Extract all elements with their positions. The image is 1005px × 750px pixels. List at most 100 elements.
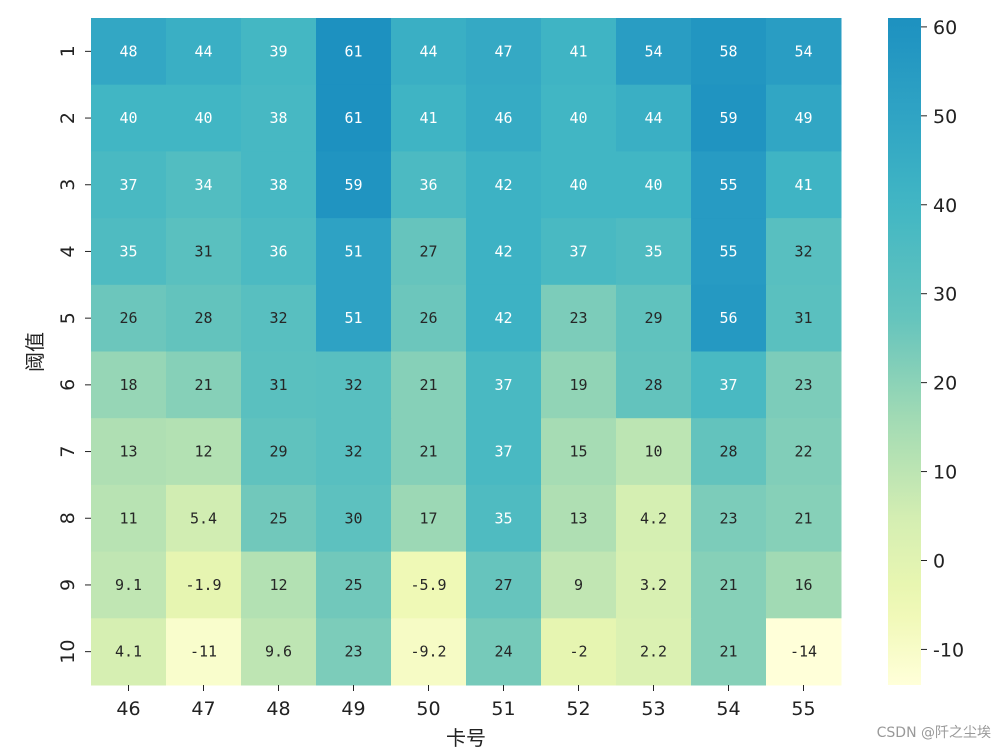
heatmap-cell xyxy=(766,618,842,686)
heatmap-cell xyxy=(766,284,842,352)
heatmap-cell xyxy=(166,351,242,419)
heatmap-cell-label: 61 xyxy=(344,109,362,127)
heatmap-cell xyxy=(316,551,392,619)
heatmap-cell-label: 25 xyxy=(344,576,362,594)
heatmap-cell xyxy=(91,284,167,352)
heatmap-cell-label: 59 xyxy=(344,176,362,194)
colorbar-tick-label: 0 xyxy=(933,550,945,572)
heatmap-cell xyxy=(691,18,767,86)
heatmap-cell xyxy=(391,284,467,352)
heatmap-cell-label: 40 xyxy=(194,109,212,127)
heatmap-cell xyxy=(241,84,317,152)
heatmap-cell-label: 36 xyxy=(269,242,287,260)
heatmap-cell xyxy=(241,151,317,219)
heatmap-cell xyxy=(91,151,167,219)
heatmap-cell xyxy=(466,551,542,619)
heatmap-cell xyxy=(691,284,767,352)
heatmap-cell xyxy=(541,218,617,286)
heatmap-cell xyxy=(616,218,692,286)
heatmap-cell-label: 44 xyxy=(419,42,437,60)
heatmap-cell xyxy=(541,484,617,553)
heatmap-cell-label: 23 xyxy=(569,309,587,327)
heatmap-cell xyxy=(391,218,467,286)
heatmap-cell xyxy=(391,618,467,686)
heatmap-cell-label: 21 xyxy=(719,576,737,594)
heatmap-cell-label: 51 xyxy=(344,309,362,327)
heatmap-cell xyxy=(616,351,692,419)
heatmap-cell xyxy=(466,18,542,86)
heatmap-cell xyxy=(541,151,617,219)
heatmap-cell xyxy=(541,18,617,86)
heatmap-cell xyxy=(166,551,242,619)
heatmap-cell xyxy=(91,551,167,619)
heatmap-cell-label: 23 xyxy=(794,376,812,394)
heatmap-cells xyxy=(91,18,842,686)
heatmap-cell xyxy=(691,551,767,619)
heatmap-cell-label: 4.1 xyxy=(115,643,142,661)
heatmap-cell-label: -2 xyxy=(569,643,587,661)
heatmap-cell xyxy=(616,418,692,486)
heatmap-cell xyxy=(166,418,242,486)
heatmap-cell-label: 40 xyxy=(569,109,587,127)
heatmap-cell-label: 3.2 xyxy=(640,576,667,594)
heatmap-cell-label: 29 xyxy=(269,443,287,461)
heatmap-cell xyxy=(691,351,767,419)
heatmap-cell xyxy=(241,351,317,419)
heatmap-cell-label: 28 xyxy=(719,443,737,461)
colorbar-tick-label: 20 xyxy=(933,373,957,395)
heatmap-cell xyxy=(316,151,392,219)
heatmap-cell-label: 42 xyxy=(494,242,512,260)
heatmap-cell-label: -11 xyxy=(190,643,217,661)
heatmap-cell xyxy=(166,18,242,86)
heatmap-cell xyxy=(466,284,542,352)
heatmap-cell xyxy=(466,151,542,219)
heatmap-cell-label: 48 xyxy=(119,42,137,60)
y-tick-label: 9 xyxy=(57,579,79,591)
heatmap-cell-label: 54 xyxy=(794,42,812,60)
heatmap-cell xyxy=(241,618,317,686)
heatmap-cell xyxy=(766,151,842,219)
x-tick-label: 52 xyxy=(566,698,590,720)
heatmap-cell-label: 18 xyxy=(119,376,137,394)
heatmap-cell-label: 27 xyxy=(419,242,437,260)
heatmap-cell-label: 35 xyxy=(119,242,137,260)
heatmap-cell-label: 44 xyxy=(644,109,662,127)
y-tick-label: 3 xyxy=(57,179,79,191)
heatmap-cell-label: 37 xyxy=(494,376,512,394)
heatmap-cell-label: 26 xyxy=(419,309,437,327)
heatmap-cell xyxy=(691,218,767,286)
heatmap-cell xyxy=(91,218,167,286)
heatmap-cell xyxy=(616,84,692,152)
heatmap-cell xyxy=(541,284,617,352)
heatmap-cell xyxy=(766,218,842,286)
x-tick-label: 47 xyxy=(191,698,215,720)
heatmap-cell xyxy=(466,84,542,152)
heatmap-cell-label: 47 xyxy=(494,42,512,60)
heatmap-cell-label: 42 xyxy=(494,176,512,194)
y-tick-label: 2 xyxy=(57,112,79,124)
heatmap-cell-label: 38 xyxy=(269,109,287,127)
x-tick-label: 48 xyxy=(266,698,290,720)
heatmap-cell-label: 56 xyxy=(719,309,737,327)
x-axis-label: 卡号 xyxy=(446,726,486,750)
heatmap-cell xyxy=(391,418,467,486)
heatmap-cell-label: 39 xyxy=(269,42,287,60)
heatmap-cell xyxy=(616,18,692,86)
y-tick-label: 8 xyxy=(57,512,79,524)
heatmap-cell-label: 40 xyxy=(569,176,587,194)
heatmap-cell xyxy=(391,484,467,553)
heatmap-cell-label: 9.6 xyxy=(265,643,292,661)
heatmap-cell-label: 21 xyxy=(794,509,812,527)
heatmap-cell-label: -14 xyxy=(790,643,817,661)
heatmap-cell-label: 40 xyxy=(644,176,662,194)
y-tick-label: 1 xyxy=(57,45,79,57)
heatmap-cell xyxy=(766,351,842,419)
heatmap-cell xyxy=(766,418,842,486)
heatmap-cell xyxy=(316,618,392,686)
heatmap-cell-label: 9.1 xyxy=(115,576,142,594)
heatmap-cell xyxy=(616,618,692,686)
x-tick-label: 50 xyxy=(416,698,440,720)
heatmap-cell xyxy=(766,484,842,553)
heatmap-cell-label: 21 xyxy=(419,443,437,461)
